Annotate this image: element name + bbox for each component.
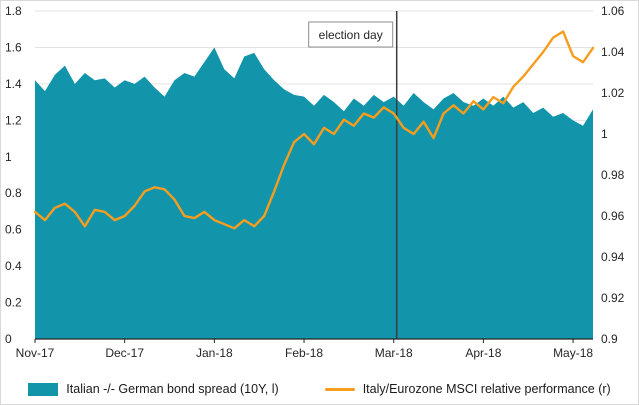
left-axis-tick-label: 1: [5, 150, 12, 164]
msci-line-swatch-icon: [324, 387, 355, 391]
legend-item-bond-spread: Italian -/- German bond spread (10Y, l): [28, 382, 279, 396]
right-axis-tick-label: 0.9: [601, 332, 618, 346]
x-tick-label: May-18: [553, 346, 593, 360]
x-tick-label: Nov-17: [16, 346, 55, 360]
bond-spread-swatch-icon: [28, 382, 59, 396]
left-axis-tick-label: 1.8: [5, 4, 22, 18]
chart-svg: election day Nov-17 Dec-17 Jan-18 Feb-18 Mar-…: [5, 4, 625, 360]
election-day-label: election day: [319, 28, 383, 42]
right-axis-tick-label: 0.94: [601, 250, 625, 264]
chart-legend: Italian -/- German bond spread (10Y, l) …: [1, 382, 638, 396]
right-axis-tick-label: 0.98: [601, 168, 625, 182]
x-tick-label: Feb-18: [285, 346, 323, 360]
left-axis-tick-label: 1.2: [5, 113, 22, 127]
x-tick-label: Dec-17: [105, 346, 144, 360]
x-tick-label: Jan-18: [196, 346, 233, 360]
election-day-box: [308, 21, 394, 48]
legend-label-bond-spread: Italian -/- German bond spread (10Y, l): [66, 382, 279, 396]
msci-line: [33, 30, 595, 230]
left-axis-tick-label: 0.8: [5, 186, 22, 200]
left-axis-tick-label: 0.2: [5, 296, 22, 310]
legend-label-msci: Italy/Eurozone MSCI relative performance…: [362, 382, 611, 396]
x-tick-label: Mar-18: [375, 346, 413, 360]
left-axis-tick-label: 0.6: [5, 223, 22, 237]
right-axis-tick-label: 1.06: [601, 4, 625, 18]
legend-item-msci: Italy/Eurozone MSCI relative performance…: [324, 382, 611, 396]
left-axis-tick-label: 0: [5, 332, 12, 346]
right-axis-tick-label: 0.96: [601, 209, 625, 223]
left-axis-tick-label: 0.4: [5, 259, 22, 273]
right-axis-tick-label: 1: [601, 127, 608, 141]
x-tick-label: Apr-18: [465, 346, 501, 360]
bond-spread-area: [35, 47, 593, 339]
left-axis-tick-label: 1.4: [5, 77, 22, 91]
right-axis-tick-label: 1.04: [601, 45, 625, 59]
right-axis-tick-label: 1.02: [601, 86, 625, 100]
left-axis-tick-label: 1.6: [5, 40, 22, 54]
right-axis-tick-label: 0.92: [601, 291, 625, 305]
